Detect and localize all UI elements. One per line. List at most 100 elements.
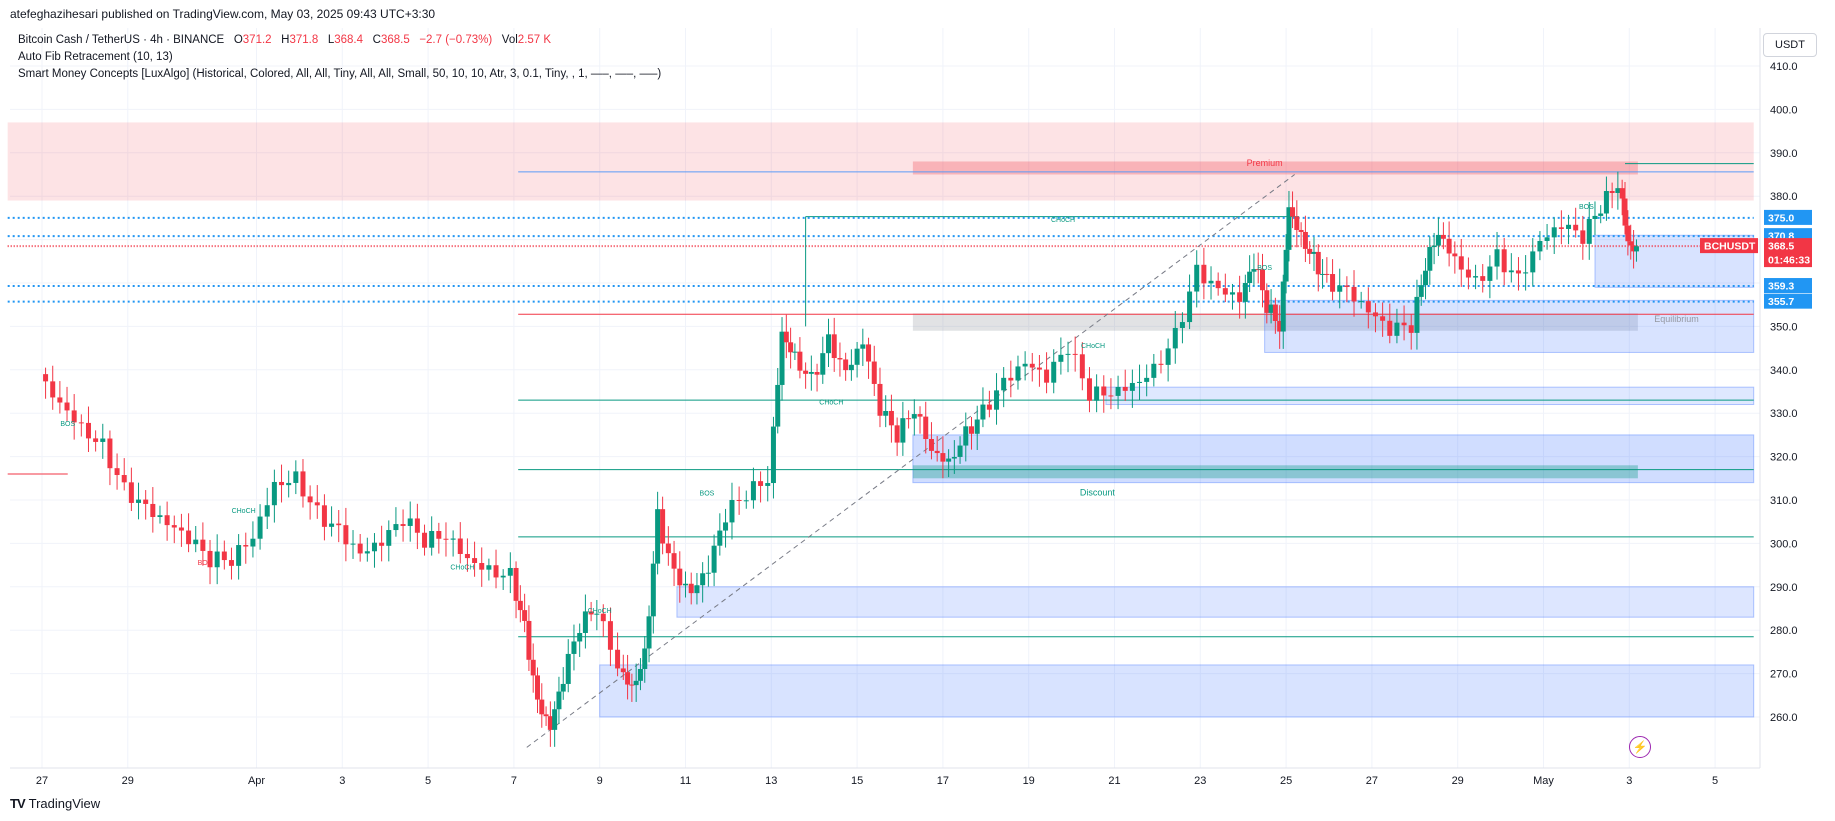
order-block <box>912 434 1755 484</box>
symbol-name[interactable]: Bitcoin Cash / TetherUS · 4h · BINANCE <box>18 34 225 46</box>
candle-down <box>831 334 837 359</box>
close-label: C <box>372 34 381 46</box>
structure-label: BOS <box>1579 204 1594 211</box>
candle-down <box>422 532 428 548</box>
candle-down <box>940 453 946 462</box>
price-badge-label: 01:46:33 <box>1768 255 1810 267</box>
time-tick-label: 3 <box>339 775 345 787</box>
structure-label: CHoCH <box>819 400 843 407</box>
candle-down <box>1201 264 1207 284</box>
candle-down <box>1029 363 1035 368</box>
lightning-icon[interactable]: ⚡ <box>1629 736 1651 758</box>
time-tick-label: 5 <box>1712 775 1718 787</box>
candle-down <box>1558 227 1564 229</box>
indicator-smc-legend[interactable]: Smart Money Concepts [LuxAlgo] (Historic… <box>18 68 662 80</box>
candle-up <box>860 344 866 349</box>
candle-down <box>493 565 499 578</box>
candle-down <box>143 499 149 504</box>
candle-up <box>157 515 163 518</box>
candle-down <box>107 438 113 469</box>
candles <box>43 171 1639 747</box>
candle-up <box>854 348 860 365</box>
candle-up <box>1487 266 1493 281</box>
indicator-fib-legend[interactable]: Auto Fib Retracement (10, 13) <box>18 51 173 63</box>
tradingview-footer[interactable]: TV TradingView <box>10 796 100 811</box>
candle-down <box>986 404 992 410</box>
candle-up <box>1544 237 1550 241</box>
candle-down <box>1302 231 1308 249</box>
order-block <box>676 586 1755 618</box>
candle-up <box>1394 322 1400 336</box>
candle-up <box>1242 283 1248 302</box>
candle-down <box>436 531 442 539</box>
candle-up <box>1194 264 1200 292</box>
candle-down <box>1501 249 1507 273</box>
structure-labels: BOS CHoCH BOS CHoCH CHoCH BOS CHoCH CHoCH CHoCH B… <box>60 158 1698 615</box>
candle-up <box>594 613 600 615</box>
time-tick-label: Apr <box>248 775 265 787</box>
candle-up <box>1358 301 1364 303</box>
candle-down <box>1264 290 1270 313</box>
candle-down <box>539 699 545 715</box>
footer-label: TradingView <box>28 796 101 811</box>
candle-down <box>736 499 742 501</box>
currency-button[interactable]: USDT <box>1763 33 1817 57</box>
candle-up <box>1423 270 1429 286</box>
candle-down <box>300 471 306 497</box>
zone-label: Discount <box>1080 488 1116 498</box>
candle-up <box>565 653 571 684</box>
candle-up <box>1586 218 1592 244</box>
candle-down <box>888 410 894 426</box>
candle-down <box>522 610 528 621</box>
candle-down <box>758 481 764 486</box>
candle-down <box>1609 191 1615 193</box>
structure-label: CHoCH <box>588 608 612 615</box>
candle-down <box>200 539 206 551</box>
candle-down <box>543 714 549 717</box>
candle-down <box>171 525 177 528</box>
structure-label: CHoCH <box>1051 217 1075 224</box>
candle-up <box>723 522 729 531</box>
candle-down <box>228 560 234 566</box>
candle-down <box>472 558 478 564</box>
candle-up <box>980 404 986 420</box>
candle-down <box>307 496 313 503</box>
candle-down <box>1294 216 1300 230</box>
candle-down <box>1072 353 1078 355</box>
time-tick-label: 17 <box>937 775 949 787</box>
candle-down <box>1272 304 1278 321</box>
candle-up <box>500 575 506 578</box>
close-value: 368.5 <box>380 34 410 46</box>
candle-down <box>1255 269 1261 271</box>
price-tick-label: 310.0 <box>1770 495 1798 507</box>
candle-up <box>655 509 661 564</box>
candle-down <box>871 361 877 384</box>
candle-down <box>934 450 940 454</box>
candle-up <box>1137 381 1143 383</box>
time-tick-label: 3 <box>1626 775 1632 787</box>
candle-up <box>1144 377 1150 382</box>
candle-up <box>393 524 399 531</box>
candle-down <box>1108 395 1114 397</box>
candle-up <box>1530 251 1536 273</box>
candle-up <box>1598 213 1604 216</box>
candle-down <box>128 482 134 503</box>
candle-down <box>1573 224 1579 231</box>
candle-down <box>1625 225 1631 242</box>
candle-up <box>946 458 952 462</box>
candle-down <box>928 439 934 451</box>
candle-down <box>615 649 621 669</box>
candle-up <box>1015 366 1021 381</box>
candle-up <box>1247 271 1253 284</box>
candle-down <box>1222 288 1228 295</box>
candle-down <box>1452 253 1458 257</box>
candle-down <box>279 481 285 486</box>
candle-down <box>917 414 923 417</box>
price-tick-label: 270.0 <box>1770 669 1798 681</box>
candle-down <box>1122 386 1128 391</box>
candle-up <box>264 505 270 517</box>
structure-label: CHoCH <box>450 564 474 571</box>
candle-down <box>43 374 49 382</box>
time-tick-label: 29 <box>122 775 134 787</box>
